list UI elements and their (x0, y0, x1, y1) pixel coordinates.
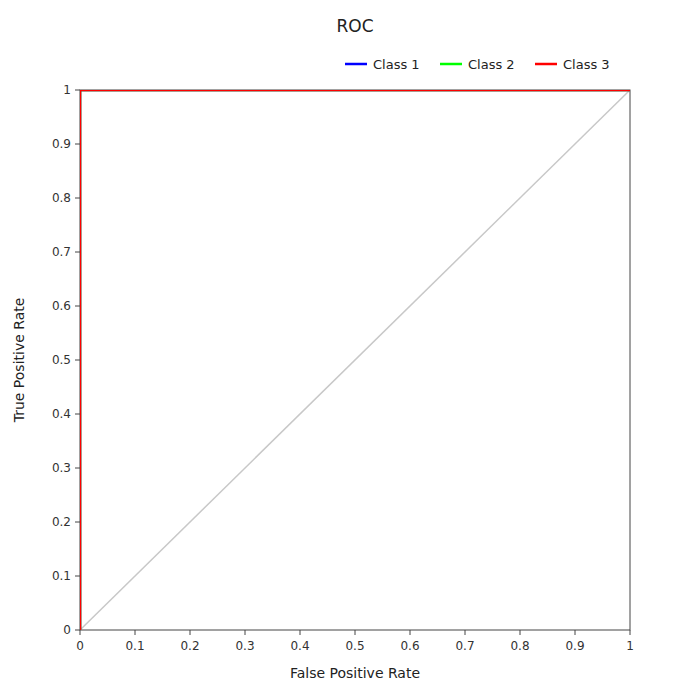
x-tick (245, 630, 246, 635)
x-tick (630, 630, 631, 635)
y-axis-label: True Positive Rate (11, 298, 27, 424)
x-tick-label: 0.5 (345, 639, 364, 653)
x-tick-label: 0.7 (455, 639, 474, 653)
y-tick (75, 252, 80, 253)
title: ROC (336, 16, 373, 36)
y-tick (75, 522, 80, 523)
y-tick (75, 576, 80, 577)
y-tick-label: 0.5 (52, 353, 71, 367)
x-tick (410, 630, 411, 635)
y-tick-label: 0.4 (52, 407, 71, 421)
legend-swatch (345, 63, 367, 66)
x-tick (355, 630, 356, 635)
chart: 0 0.1 0.2 0.3 0.4 0.5 0.6 0.7 0.8 0.9 1 0 0.1 0.2 0.3 0… (0, 0, 700, 700)
y-tick-label: 0 (63, 623, 71, 637)
x-tick (300, 630, 301, 635)
x-axis-label: False Positive Rate (290, 665, 420, 681)
y-tick-label: 0.2 (52, 515, 71, 529)
legend-label: Class 2 (468, 57, 515, 72)
plot-frame (80, 90, 630, 630)
y-tick-label: 0.6 (52, 299, 71, 313)
y-tick (75, 306, 80, 307)
x-tick-label: 0.6 (400, 639, 419, 653)
y-tick-label: 0.8 (52, 191, 71, 205)
roc-line (80, 90, 630, 630)
x-tick-label: 0.1 (125, 639, 144, 653)
x-tick (135, 630, 136, 635)
reference-line (80, 90, 630, 630)
x-tick-label: 0.8 (510, 639, 529, 653)
y-tick-label: 0.3 (52, 461, 71, 475)
y-tick (75, 630, 80, 631)
axes: 0 0.1 0.2 0.3 0.4 0.5 0.6 0.7 0.8 0.9 1 0 0.1 0.2 0.3 0… (52, 83, 634, 653)
lines (80, 90, 630, 630)
x-tick (190, 630, 191, 635)
y-tick (75, 414, 80, 415)
y-tick (75, 144, 80, 145)
roc-line (80, 90, 630, 630)
x-tick-label: 0.2 (180, 639, 199, 653)
legend-swatch (535, 63, 557, 66)
x-tick (575, 630, 576, 635)
y-tick (75, 468, 80, 469)
x-tick-label: 0.4 (290, 639, 309, 653)
x-tick (520, 630, 521, 635)
y-tick-label: 0.1 (52, 569, 71, 583)
y-tick-label: 0.7 (52, 245, 71, 259)
y-tick-label: 0.9 (52, 137, 71, 151)
legend-label: Class 3 (563, 57, 610, 72)
x-tick (80, 630, 81, 635)
legend: Class 1 Class 2 Class 3 (345, 57, 610, 72)
y-tick (75, 360, 80, 361)
roc-line (80, 90, 630, 630)
legend-swatch (440, 63, 462, 66)
x-tick-label: 0.3 (235, 639, 254, 653)
x-tick (465, 630, 466, 635)
x-tick-label: 0 (76, 639, 84, 653)
legend-label: Class 1 (373, 57, 420, 72)
y-tick-label: 1 (63, 83, 71, 97)
x-tick-label: 1 (626, 639, 634, 653)
y-tick (75, 198, 80, 199)
x-tick-label: 0.9 (565, 639, 584, 653)
y-tick (75, 90, 80, 91)
